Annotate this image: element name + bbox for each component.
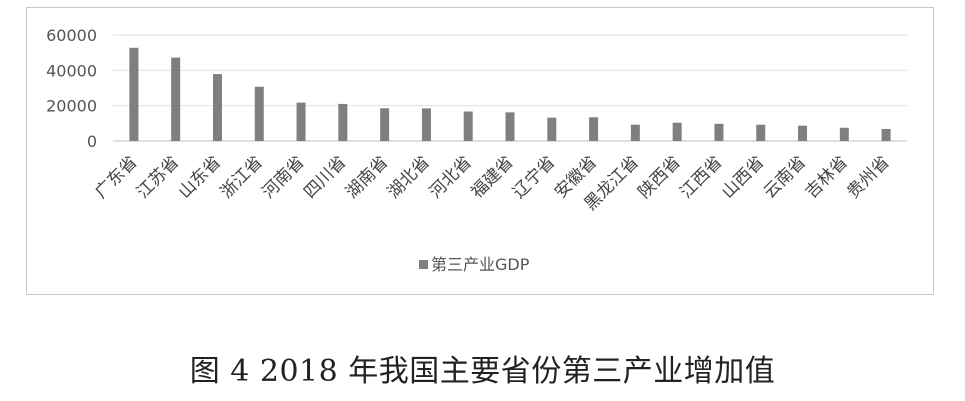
bar (672, 122, 682, 141)
bar (505, 112, 515, 141)
bar (171, 57, 181, 141)
x-tick-label: 河南省 (258, 152, 308, 202)
bar (380, 108, 390, 141)
x-tick-label: 吉林省 (802, 152, 852, 202)
legend-label: 第三产业GDP (431, 255, 530, 274)
bar (129, 47, 139, 142)
bar (421, 108, 431, 141)
bar (798, 125, 808, 141)
x-tick-label: 福建省 (467, 152, 517, 202)
x-tick-label: 山东省 (175, 152, 225, 202)
x-tick-label: 辽宁省 (509, 152, 559, 202)
bar-chart: 0 20000 40000 60000 广东省江苏省山东省浙江省河南省四川省湖南省湖北省… (46, 26, 907, 274)
x-tick-label: 云南省 (760, 152, 810, 202)
x-tick-label: 江苏省 (133, 152, 183, 202)
y-tick-label: 40000 (46, 61, 97, 80)
bar (463, 111, 473, 141)
chart-frame: 0 20000 40000 60000 广东省 江苏省 山东省 浙江省 河南省 四川省 湖南省 湖北省… (26, 7, 934, 295)
bar (296, 102, 306, 141)
bar (839, 127, 849, 141)
x-tick-label: 四川省 (300, 152, 350, 202)
x-tick-label: 贵州省 (843, 152, 893, 202)
x-tick-label: 河北省 (426, 152, 476, 202)
figure-caption: 图 4 2018 年我国主要省份第三产业增加值 (189, 354, 776, 389)
bar (589, 117, 599, 141)
bar (881, 128, 891, 141)
x-tick-label: 湖南省 (342, 152, 392, 202)
x-tick-label: 江西省 (676, 152, 726, 202)
bar (338, 103, 348, 141)
y-tick-label: 60000 (46, 26, 97, 45)
bar (630, 124, 640, 141)
y-tick-label: 0 (87, 132, 97, 151)
x-tick-label: 山西省 (718, 152, 768, 202)
bar (756, 124, 766, 141)
y-tick-label: 20000 (46, 97, 97, 116)
bar (714, 123, 724, 141)
x-tick-label: 陕西省 (634, 152, 684, 202)
legend-swatch (419, 260, 428, 269)
bar (212, 74, 222, 141)
bar (547, 117, 557, 141)
x-tick-label: 广东省 (91, 152, 141, 202)
x-tick-label: 浙江省 (217, 152, 267, 202)
x-tick-label: 湖北省 (384, 152, 434, 202)
bar (254, 86, 264, 141)
